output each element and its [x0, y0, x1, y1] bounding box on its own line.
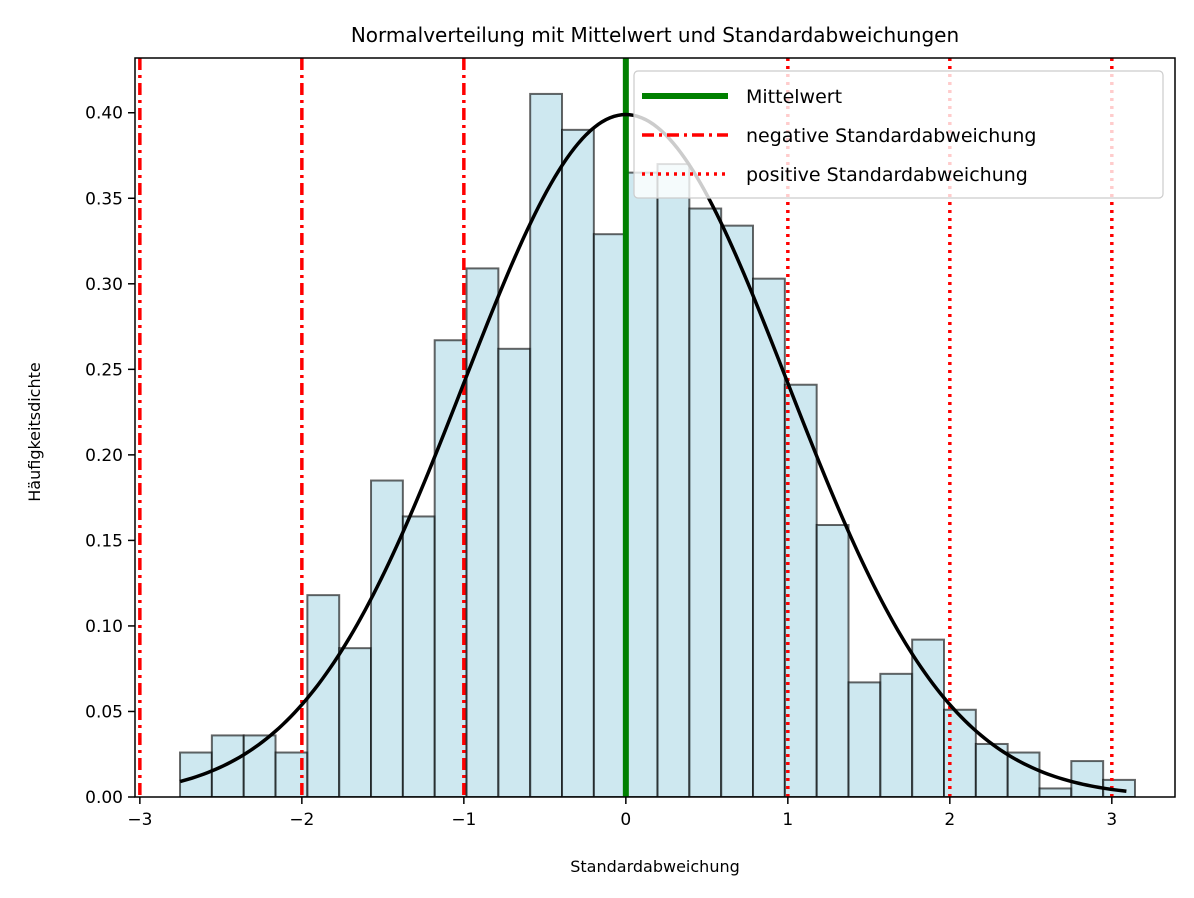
histogram-bar — [815, 524, 850, 797]
histogram-bar — [370, 479, 404, 797]
histogram-bar — [752, 277, 786, 797]
y-tick-label: 0.35 — [85, 189, 123, 209]
axes-frame — [134, 57, 1176, 798]
histogram-bar — [338, 647, 373, 797]
y-tick-label: 0.05 — [85, 702, 123, 722]
y-tick-label: 0.30 — [85, 275, 123, 295]
y-tick-label: 0.15 — [85, 531, 123, 551]
histogram-bar — [497, 347, 532, 797]
x-tick-label: −3 — [127, 810, 152, 830]
y-tick-label: 0.40 — [85, 104, 123, 124]
histogram-bar — [1070, 760, 1105, 797]
x-tick-label: 2 — [944, 810, 955, 830]
histogram-bar — [688, 207, 723, 797]
legend-label: negative Standardabweichung — [746, 125, 1036, 147]
x-tick-label: −1 — [451, 810, 476, 830]
y-axis-label: Häufigkeitsdichte — [25, 362, 44, 501]
x-tick-label: −2 — [289, 810, 314, 830]
histogram-bar — [624, 171, 659, 797]
histogram-bar — [210, 734, 245, 797]
histogram-bar — [1038, 787, 1073, 797]
histogram-bar — [847, 681, 882, 797]
legend-box — [633, 70, 1164, 199]
histogram-bar — [179, 751, 213, 797]
y-tick-label: 0.00 — [85, 788, 123, 808]
y-tick-label: 0.25 — [85, 360, 123, 380]
x-tick-label: 0 — [620, 810, 631, 830]
histogram-bar — [433, 339, 468, 797]
histogram-bar — [306, 594, 341, 797]
y-tick-label: 0.10 — [85, 617, 123, 637]
histogram-bar — [1006, 751, 1041, 797]
x-axis-label: Standardabweichung — [570, 857, 740, 876]
legend-label: positive Standardabweichung — [746, 164, 1028, 186]
legend: Mittelwert negative Standardabweichung pos… — [633, 70, 1164, 199]
x-tick-label: 1 — [782, 810, 793, 830]
chart-title: Normalverteilung mit Mittelwert und Stan… — [351, 23, 959, 47]
histogram-bar — [561, 128, 595, 797]
histogram-bar — [783, 383, 818, 797]
histogram-bar — [465, 267, 500, 797]
histogram-bar — [720, 224, 755, 797]
x-tick-label: 3 — [1106, 810, 1117, 830]
histogram-bar — [592, 233, 627, 797]
histogram-bar — [529, 92, 564, 797]
histogram-bar — [879, 672, 914, 797]
y-tick-label: 0.20 — [85, 446, 123, 466]
histogram-bar — [656, 163, 691, 797]
histogram-bar — [401, 515, 436, 797]
legend-label: Mittelwert — [746, 86, 842, 108]
